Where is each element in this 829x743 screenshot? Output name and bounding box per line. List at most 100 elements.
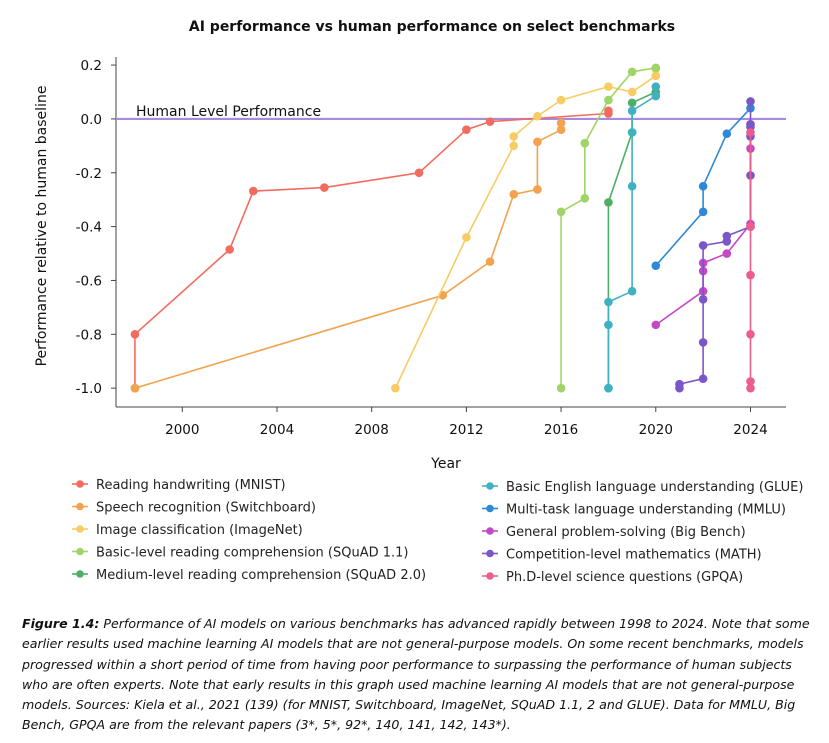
data-point	[651, 320, 661, 330]
caption-text: Performance of AI models on various benc…	[22, 616, 810, 733]
legend-swatch-dot	[486, 527, 494, 535]
series-4	[556, 63, 661, 393]
x-tick-label: 2000	[165, 422, 199, 438]
benchmark-chart: AI performance vs human performance on s…	[34, 19, 803, 585]
data-point	[698, 338, 708, 347]
y-axis-ticks: 0.2 0.0 -0.2 -0.4 -0.6 -0.8 -1.0	[76, 58, 116, 397]
x-axis-label: Year	[430, 456, 461, 472]
data-point	[746, 222, 755, 231]
series-6	[604, 82, 661, 393]
data-point	[249, 186, 258, 196]
legend-item: Medium-level reading comprehension (SQuA…	[72, 568, 426, 583]
data-point	[627, 98, 637, 108]
chart-title: AI performance vs human performance on s…	[189, 19, 675, 35]
data-point	[556, 383, 566, 393]
x-tick-label: 2024	[733, 422, 767, 438]
data-point	[604, 297, 613, 307]
legend-item: Basic English language understanding (GL…	[482, 480, 803, 495]
data-point	[320, 183, 329, 192]
legend-item: Reading handwriting (MNIST)	[72, 478, 286, 493]
data-point	[556, 95, 566, 105]
data-point	[509, 190, 519, 199]
legend-label: General problem-solving (Big Bench)	[506, 525, 746, 540]
data-point	[746, 97, 755, 106]
legend-swatch-dot	[76, 547, 84, 556]
data-point	[556, 118, 566, 128]
data-point	[533, 137, 542, 147]
data-point	[391, 383, 400, 393]
data-point	[698, 181, 708, 191]
y-tick-label: -0.6	[76, 273, 102, 289]
y-axis-label: Performance relative to human baseline	[34, 86, 50, 367]
data-point	[627, 87, 637, 97]
data-point	[604, 82, 613, 91]
data-point	[698, 241, 708, 250]
figure-caption: Figure 1.4: Performance of AI models on …	[22, 614, 812, 736]
legend-label: Ph.D-level science questions (GPQA)	[506, 570, 743, 585]
legend-label: Image classification (ImageNet)	[96, 523, 303, 538]
data-point	[746, 270, 755, 280]
legend-item: Basic-level reading comprehension (SQuAD…	[72, 546, 409, 561]
data-point	[533, 111, 542, 121]
legend-label: Multi-task language understanding (MMLU)	[506, 503, 786, 518]
data-point	[627, 106, 637, 116]
data-point	[580, 138, 590, 148]
legend-swatch-dot	[486, 549, 494, 558]
y-tick-label: -0.8	[76, 327, 102, 343]
data-point	[556, 207, 566, 217]
legend-item: Speech recognition (Switchboard)	[72, 501, 316, 516]
data-point	[746, 377, 755, 386]
x-axis-ticks: 2000 2004 2008 2012 2016 2020 2024	[165, 407, 768, 438]
data-point	[746, 383, 755, 393]
series-7	[651, 103, 755, 270]
data-point	[414, 168, 424, 178]
data-point	[722, 231, 732, 241]
legend-label: Basic-level reading comprehension (SQuAD…	[96, 546, 409, 561]
data-point	[130, 330, 140, 339]
x-tick-label: 2020	[639, 422, 673, 438]
legend-item: Ph.D-level science questions (GPQA)	[482, 570, 743, 585]
data-point	[604, 106, 613, 116]
data-point	[604, 198, 613, 207]
legend-swatch-dot	[76, 502, 84, 511]
y-tick-label: 0.0	[81, 112, 102, 128]
legend-item: Competition-level mathematics (MATH)	[482, 548, 762, 563]
data-point	[627, 286, 637, 296]
data-point	[651, 71, 661, 81]
series-10	[746, 128, 755, 393]
data-point	[130, 383, 140, 393]
legend-label: Medium-level reading comprehension (SQuA…	[96, 568, 426, 583]
data-point	[651, 261, 661, 270]
data-point	[604, 95, 613, 105]
x-tick-label: 2004	[260, 422, 294, 438]
data-point	[462, 233, 471, 242]
data-point	[627, 181, 637, 191]
legend-swatch-dot	[76, 525, 84, 533]
data-point	[533, 185, 542, 194]
data-point	[722, 129, 732, 139]
data-point	[509, 132, 519, 141]
legend-item: Multi-task language understanding (MMLU)	[482, 503, 786, 518]
series-line	[134, 123, 562, 389]
x-tick-label: 2016	[544, 422, 578, 438]
legend-label: Speech recognition (Switchboard)	[96, 501, 316, 516]
legend-label: Reading handwriting (MNIST)	[96, 478, 286, 493]
y-tick-label: -0.4	[76, 220, 102, 236]
x-tick-label: 2012	[449, 422, 483, 438]
series-2	[130, 118, 566, 393]
data-point	[698, 295, 708, 304]
legend-label: Basic English language understanding (GL…	[506, 480, 803, 495]
data-point	[746, 330, 755, 339]
legend: Reading handwriting (MNIST) Speech recogn…	[72, 478, 803, 585]
series-layer	[130, 63, 755, 393]
series-1	[130, 106, 613, 393]
series-3	[391, 64, 661, 393]
plot-area	[115, 57, 786, 408]
data-point	[462, 125, 471, 134]
legend-swatch-dot	[486, 572, 494, 580]
data-point	[651, 82, 661, 91]
data-point	[627, 128, 637, 137]
data-point	[698, 374, 708, 384]
series-line	[678, 101, 752, 389]
legend-label: Competition-level mathematics (MATH)	[506, 548, 762, 563]
